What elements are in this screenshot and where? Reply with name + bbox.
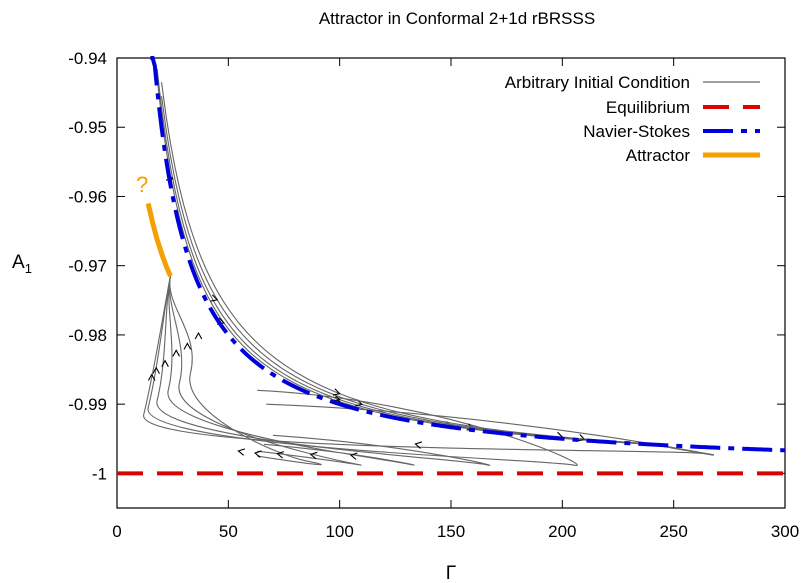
trajectory-curve: [160, 82, 714, 456]
y-tick-label: -0.95: [68, 118, 107, 137]
flow-arrow: [161, 359, 169, 367]
y-tick-label: -0.98: [68, 326, 107, 345]
flow-arrow: [332, 388, 341, 396]
x-tick-label: 100: [325, 522, 353, 541]
x-tick-label: 50: [219, 522, 238, 541]
y-tick-label: -0.96: [68, 187, 107, 206]
y-axis-label-main: A: [12, 252, 25, 273]
trajectory-curve: [168, 275, 362, 466]
flow-arrow: [253, 450, 262, 458]
navier-stokes-line: [150, 56, 786, 453]
flow-arrow: [309, 451, 318, 460]
attractor-line: [145, 202, 173, 278]
legend-label-arbitrary: Arbitrary Initial Condition: [505, 73, 690, 92]
legend: Arbitrary Initial Condition Equilibrium …: [505, 73, 760, 165]
flow-arrow: [147, 373, 156, 381]
x-tick-label: 150: [437, 522, 465, 541]
x-tick-label: 200: [548, 522, 576, 541]
trajectory-curve: [167, 275, 415, 466]
y-tick-label: -1: [92, 464, 107, 483]
x-tick-label: 0: [112, 522, 121, 541]
flow-arrow: [194, 331, 203, 340]
flow-arrow: [183, 342, 192, 350]
x-tick-label: 300: [771, 522, 799, 541]
flow-arrow: [332, 394, 341, 402]
y-tick-label: -0.97: [68, 257, 107, 276]
legend-label-navier-stokes: Navier-Stokes: [583, 122, 690, 141]
y-tick-label: -0.94: [68, 49, 107, 68]
y-axis-label-subscript: 1: [25, 261, 32, 276]
legend-label-equilibrium: Equilibrium: [606, 98, 690, 117]
x-tick-label: 250: [659, 522, 687, 541]
flow-arrow: [152, 366, 160, 374]
chart-title: Attractor in Conformal 2+1d rBRSSS: [319, 9, 595, 28]
y-tick-label: -0.99: [68, 395, 107, 414]
x-axis-label: Γ: [446, 563, 456, 583]
flow-arrow: [237, 448, 246, 456]
trajectory-curve: [143, 275, 711, 456]
y-axis-label: A1: [12, 252, 32, 276]
flow-arrow: [349, 452, 358, 460]
flow-arrow: [172, 349, 180, 357]
flow-arrow: [414, 441, 423, 449]
axis-ticks: 0 50 100 150 200 250 300 -0.94 -0.95 -0.96 -0.97 -0…: [68, 49, 799, 541]
reference-lines: [117, 56, 786, 476]
trajectory-curve: [156, 275, 491, 466]
flow-arrow: [276, 451, 285, 459]
attractor-question-mark: ?: [136, 172, 148, 197]
flow-arrow: [210, 294, 219, 302]
legend-label-attractor: Attractor: [626, 146, 691, 165]
